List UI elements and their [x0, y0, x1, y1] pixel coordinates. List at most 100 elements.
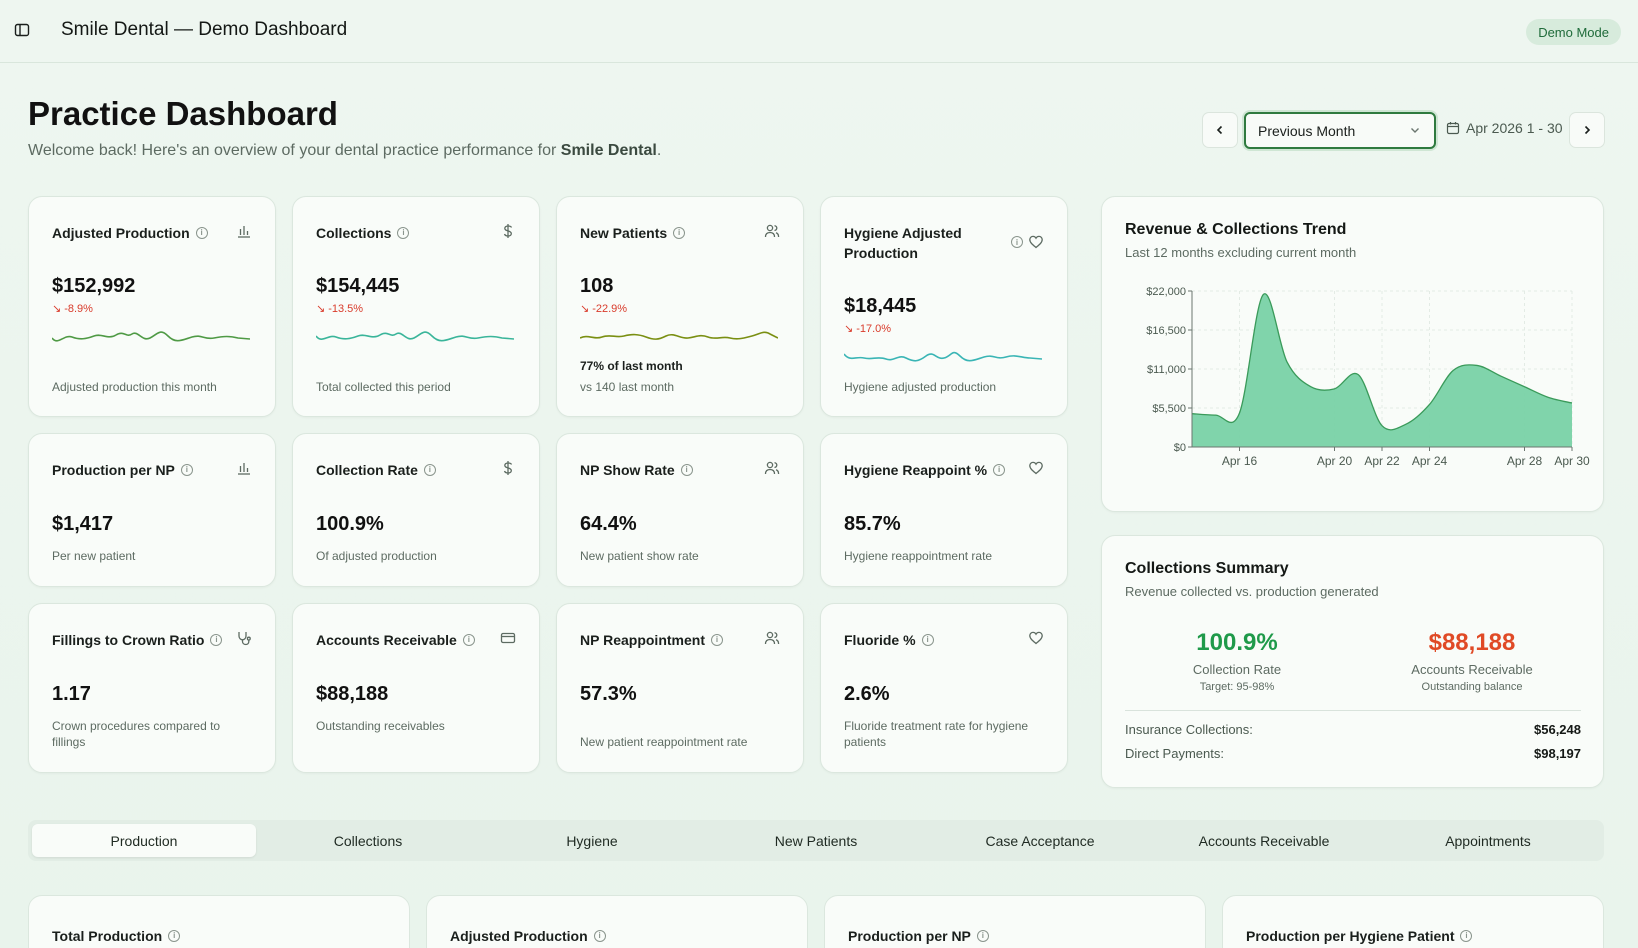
info-icon[interactable]: i	[673, 227, 686, 239]
trend-down-icon: ↘	[52, 303, 62, 315]
area-fill	[1192, 293, 1572, 447]
info-icon[interactable]: i	[168, 930, 181, 942]
date-range-label: Apr 2026 1 - 30	[1466, 120, 1563, 136]
period-select-value: Previous Month	[1258, 122, 1356, 139]
tab-collections[interactable]: Collections	[333, 832, 403, 849]
page-title: Practice Dashboard	[28, 95, 338, 132]
bar-chart-icon	[238, 463, 250, 475]
kpi-description: Adjusted production this month	[52, 380, 217, 394]
tab-case-acceptance[interactable]: Case Acceptance	[985, 832, 1095, 849]
kpi-card-hygiene-reappoint[interactable]: Hygiene Reappoint % i 85.7% Hygiene reapp…	[820, 433, 1068, 587]
date-range: Apr 2026 1 - 30	[1446, 120, 1563, 136]
kpi-title: NP Reappointment	[580, 632, 705, 648]
kpi-card-new-patients[interactable]: New Patients i 108 ↘ -22.9% 77% of last mo…	[556, 196, 804, 417]
sparkline	[844, 351, 1042, 362]
info-icon[interactable]: i	[680, 464, 693, 476]
info-icon[interactable]: i	[397, 227, 410, 239]
card-adjusted-production[interactable]: Adjusted Production i	[426, 895, 808, 948]
trend-down-icon: ↘	[580, 303, 590, 315]
kpi-value: 100.9%	[316, 513, 384, 535]
kpi-description: Total collected this period	[316, 380, 451, 394]
card-title: Total Production	[52, 928, 163, 944]
card-production-per-hygiene-patient[interactable]: Production per Hygiene Patient i	[1222, 895, 1604, 948]
chevron-right-icon	[1584, 125, 1591, 135]
kpi-description: New patient reappointment rate	[580, 735, 748, 749]
area-line	[1191, 293, 1573, 431]
kpi-value: 57.3%	[580, 683, 637, 705]
trend-down-icon: ↘	[844, 323, 854, 335]
kpi-delta: ↘ -17.0%	[844, 322, 892, 336]
kpi-delta: ↘ -13.5%	[316, 302, 364, 316]
kpi-value: $18,445	[844, 295, 917, 317]
x-tick-label: Apr 30	[1554, 454, 1590, 468]
kpi-card-fillings-to-crown-ratio[interactable]: Fillings to Crown Ratio i 1.17 Crown proc…	[28, 603, 276, 773]
info-icon[interactable]: i	[710, 634, 723, 646]
accounts-receivable-label: Accounts Receivable	[1411, 662, 1533, 677]
summary-row-direct: Direct Payments: $98,197	[1125, 746, 1581, 761]
kpi-card-production-per-np[interactable]: Production per NP i $1,417 Per new patien…	[28, 433, 276, 587]
info-icon[interactable]: i	[180, 464, 193, 476]
next-period-button[interactable]	[1569, 112, 1605, 148]
accounts-receivable-sub: Outstanding balance	[1421, 681, 1523, 693]
info-icon[interactable]: i	[1460, 930, 1473, 942]
info-icon[interactable]: i	[976, 930, 989, 942]
kpi-card-np-show-rate[interactable]: NP Show Rate i 64.4% New patient show rat…	[556, 433, 804, 587]
info-icon[interactable]: i	[462, 634, 475, 646]
info-icon[interactable]: i	[423, 464, 436, 476]
card-title: Adjusted Production	[450, 928, 588, 944]
kpi-card-collection-rate[interactable]: Collection Rate i 100.9% Of adjusted prod…	[292, 433, 540, 587]
calendar-icon	[1446, 122, 1460, 135]
kpi-card-collections[interactable]: Collections i $154,445 ↘ -13.5% Total coll…	[292, 196, 540, 417]
kpi-card-hygiene-adjusted-production[interactable]: Hygiene Adjusted Production i $18,445 ↘ -…	[820, 196, 1068, 417]
heart-icon	[1029, 461, 1043, 475]
tab-new-patients[interactable]: New Patients	[774, 832, 858, 849]
kpi-card-fluoride[interactable]: Fluoride % i 2.6% Fluoride treatment rate…	[820, 603, 1068, 773]
card-production-per-np[interactable]: Production per NP i	[824, 895, 1206, 948]
page-subtitle: Welcome back! Here's an overview of your…	[28, 142, 662, 159]
info-icon[interactable]: i	[593, 930, 606, 942]
kpi-value: 2.6%	[844, 683, 890, 705]
tab-hygiene[interactable]: Hygiene	[566, 832, 618, 849]
kpi-description: Crown procedures compared to fillings	[52, 719, 221, 749]
heart-icon	[1029, 631, 1043, 645]
summary-row-insurance: Insurance Collections: $56,248	[1125, 722, 1581, 737]
info-icon[interactable]: i	[921, 634, 934, 646]
card-total-production[interactable]: Total Production i	[28, 895, 410, 948]
kpi-description: Outstanding receivables	[316, 719, 445, 733]
kpi-card-accounts-receivable[interactable]: Accounts Receivable i $88,188 Outstanding…	[292, 603, 540, 773]
info-icon[interactable]: i	[993, 464, 1006, 476]
kpi-title: Collections	[316, 225, 392, 241]
card-title: Production per Hygiene Patient	[1246, 928, 1455, 944]
info-icon[interactable]: i	[210, 634, 223, 646]
tab-appointments[interactable]: Appointments	[1445, 832, 1531, 849]
period-select[interactable]: Previous Month	[1244, 112, 1436, 149]
info-icon[interactable]: i	[195, 227, 208, 239]
previous-period-button[interactable]	[1202, 112, 1238, 148]
dollar-icon	[503, 224, 513, 238]
collections-summary-card: Collections Summary Revenue collected vs…	[1101, 535, 1604, 788]
kpi-card-np-reappointment[interactable]: NP Reappointment i 57.3% New patient reap…	[556, 603, 804, 773]
kpi-title: Collection Rate	[316, 462, 418, 478]
summary-divider	[1125, 710, 1581, 711]
y-tick-label: $0	[1174, 442, 1186, 454]
trend-card-subtitle: Last 12 months excluding current month	[1125, 245, 1357, 260]
sidebar-toggle-icon[interactable]	[12, 20, 32, 40]
tab-production[interactable]: Production	[32, 824, 256, 857]
stethoscope-icon	[238, 632, 251, 646]
kpi-card-adjusted-production[interactable]: Adjusted Production i $152,992 ↘ -8.9% Adj…	[28, 196, 276, 417]
x-tick-label: Apr 28	[1507, 454, 1543, 468]
kpi-title: Fillings to Crown Ratio	[52, 632, 205, 648]
kpi-title: Fluoride %	[844, 632, 916, 648]
y-tick-label: $11,000	[1147, 364, 1186, 376]
accounts-receivable-value: $88,188	[1428, 629, 1516, 656]
y-tick-label: $16,500	[1146, 325, 1186, 337]
summary-title: Collections Summary	[1125, 560, 1289, 577]
collection-rate-target: Target: 95-98%	[1199, 681, 1275, 693]
tab-accounts-receivable[interactable]: Accounts Receivable	[1198, 832, 1330, 849]
trend-card-title: Revenue & Collections Trend	[1125, 221, 1347, 238]
dollar-icon	[503, 461, 513, 475]
kpi-delta: ↘ -8.9%	[52, 302, 93, 316]
info-icon[interactable]: i	[1011, 236, 1023, 248]
heart-icon	[1029, 235, 1043, 249]
users-icon	[764, 631, 780, 645]
